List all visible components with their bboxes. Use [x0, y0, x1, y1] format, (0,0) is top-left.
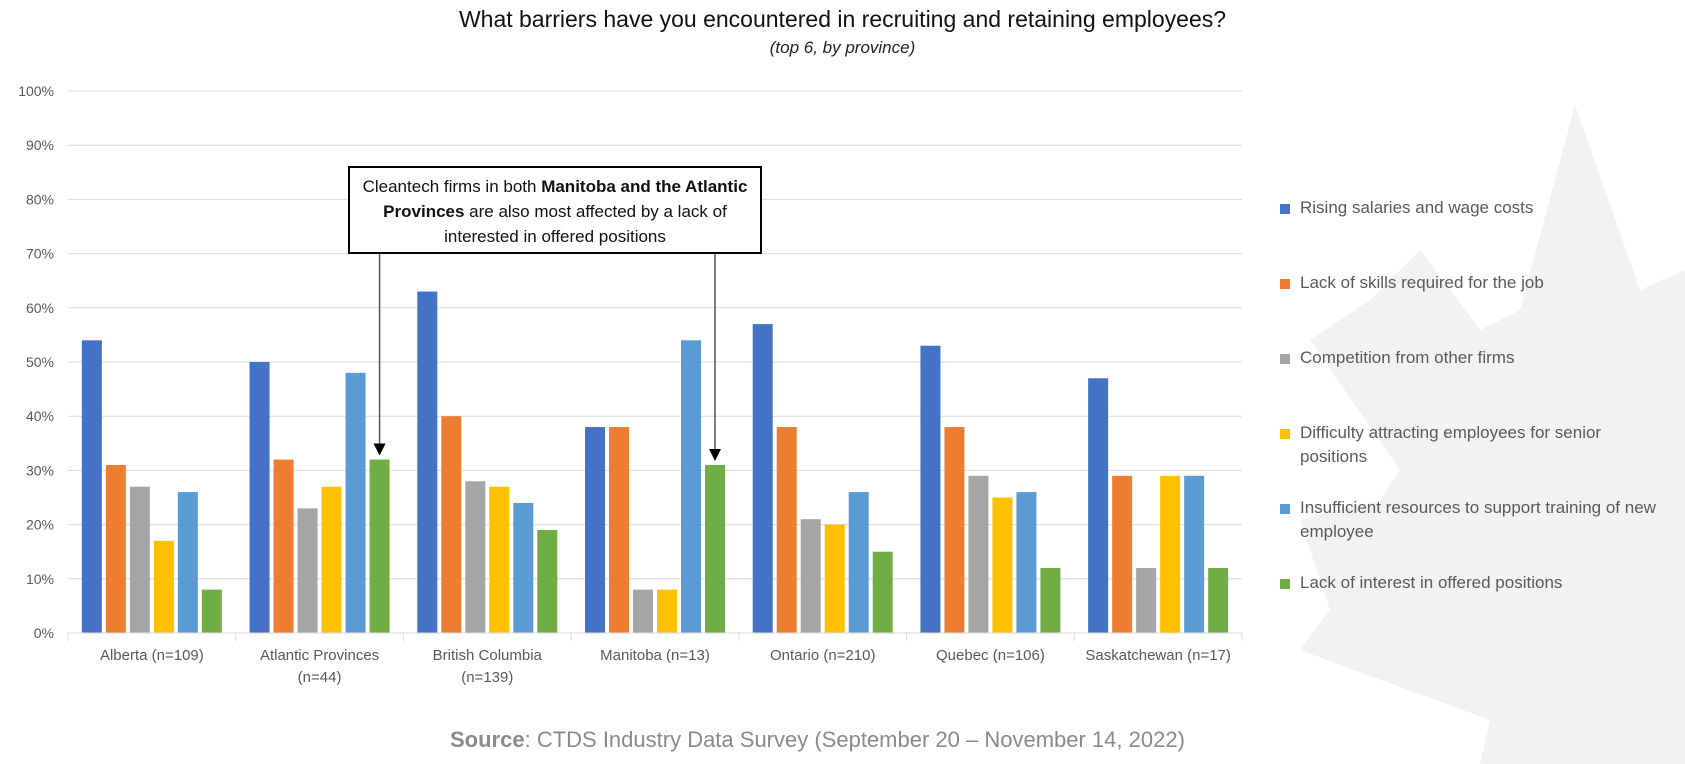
y-tick-label: 80%: [26, 191, 54, 207]
source-text: : CTDS Industry Data Survey (September 2…: [524, 727, 1185, 752]
bar: [872, 551, 893, 633]
legend-swatch: [1280, 579, 1290, 589]
legend-swatch: [1280, 204, 1290, 214]
bar: [297, 508, 318, 633]
y-tick-label: 100%: [18, 83, 54, 99]
bar: [968, 475, 989, 633]
bar: [1208, 567, 1229, 633]
bar: [848, 492, 869, 633]
legend-label: Lack of interest in offered positions: [1300, 573, 1563, 592]
x-tick-label: Ontario (n=210): [770, 647, 875, 664]
source-label: Source: [450, 727, 525, 752]
bar: [776, 427, 797, 633]
bar: [681, 340, 701, 633]
bar: [585, 427, 605, 633]
bar: [824, 524, 845, 633]
x-tick-label: Alberta (n=109): [100, 647, 204, 664]
bar: [1016, 492, 1037, 633]
annotation-text: Cleantech firms in both: [362, 177, 542, 196]
x-tick-label: Manitoba (n=13): [600, 647, 710, 664]
bar: [129, 486, 150, 633]
annotation-arrowhead: [373, 443, 386, 456]
y-tick-label: 10%: [26, 571, 54, 587]
bar: [201, 589, 222, 633]
bar: [345, 372, 366, 633]
bar: [153, 540, 174, 633]
bar: [369, 459, 390, 633]
legend-label: Lack of skills required for the job: [1300, 273, 1544, 292]
y-tick-label: 90%: [26, 137, 54, 153]
y-tick-label: 0%: [34, 625, 54, 641]
x-tick-label: Quebec (n=106): [936, 647, 1045, 664]
bar: [1112, 475, 1133, 633]
legend-swatch: [1280, 429, 1290, 439]
legend-swatch: [1280, 354, 1290, 364]
legend-label: Rising salaries and wage costs: [1300, 198, 1534, 217]
y-tick-label: 40%: [26, 408, 54, 424]
bar: [1184, 475, 1205, 633]
bar: [249, 362, 270, 633]
bar: [321, 486, 342, 633]
x-tick-label: (n=139): [461, 669, 513, 686]
annotation-callout: Cleantech firms in both Manitoba and the…: [348, 166, 762, 254]
annotation-arrowhead: [709, 448, 721, 461]
annotation-text-bold: Manitoba and the Atlantic Provinces: [383, 177, 748, 221]
bar: [489, 486, 510, 633]
bar: [1040, 567, 1061, 633]
bar: [537, 530, 558, 633]
legend-label: Insufficient resources to support traini…: [1300, 498, 1656, 541]
chart-subtitle: (top 6, by province): [769, 38, 916, 57]
y-tick-label: 60%: [26, 300, 54, 316]
legend-label: Difficulty attracting employees for seni…: [1300, 423, 1602, 466]
bar: [273, 459, 294, 633]
y-tick-label: 20%: [26, 517, 54, 533]
bar: [705, 464, 725, 633]
bar: [752, 324, 773, 633]
bar: [81, 340, 102, 633]
bar: [417, 291, 438, 633]
bar: [1088, 378, 1109, 633]
legend-swatch: [1280, 504, 1290, 514]
x-tick-label: British Columbia: [433, 647, 543, 664]
bar: [944, 427, 965, 633]
bar: [1136, 567, 1157, 633]
bar: [513, 502, 534, 633]
bar: [633, 589, 653, 633]
chart-title: What barriers have you encountered in re…: [458, 6, 1227, 32]
bar: [657, 589, 677, 633]
bar: [920, 345, 941, 633]
x-tick-label: Saskatchewan (n=17): [1085, 647, 1231, 664]
annotation-text: are also most affected by a lack of inte…: [444, 202, 727, 246]
legend-label: Competition from other firms: [1300, 348, 1515, 367]
bar: [177, 492, 198, 633]
bar: [992, 497, 1013, 633]
legend-swatch: [1280, 279, 1290, 289]
bar: [800, 519, 821, 633]
bar: [441, 416, 462, 633]
x-tick-label: (n=44): [298, 669, 342, 686]
source-note: Source: CTDS Industry Data Survey (Septe…: [450, 727, 1185, 753]
x-tick-label: Atlantic Provinces: [260, 647, 379, 664]
y-tick-label: 50%: [26, 354, 54, 370]
bar: [105, 464, 126, 633]
y-tick-label: 70%: [26, 246, 54, 262]
bar: [609, 427, 629, 633]
bar: [1160, 475, 1181, 633]
bar: [465, 481, 486, 633]
y-tick-label: 30%: [26, 462, 54, 478]
